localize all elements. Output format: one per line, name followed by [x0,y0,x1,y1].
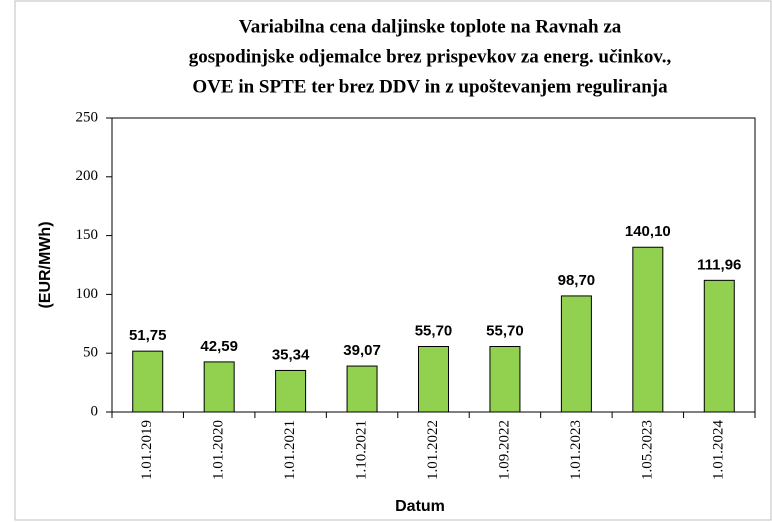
data-label: 55,70 [486,322,524,339]
chart-border [14,0,772,521]
bar [560,295,592,413]
bar [132,350,164,413]
y-tick-label: 150 [76,227,99,243]
bar [703,279,735,413]
chart-title: OVE in SPTE ter brez DDV in z upoštevanj… [192,76,668,97]
data-label: 39,07 [343,342,381,359]
chart-title: Variabilna cena daljinske toplote na Rav… [239,16,622,37]
x-tick-label: 1.01.2021 [282,420,298,480]
bar [203,361,235,413]
y-axis-label: (EUR/MWh) [37,221,54,308]
bar [418,345,449,413]
data-label: 35,34 [272,346,310,363]
bar [489,345,521,413]
x-tick-label: 1.01.2022 [425,420,441,480]
y-tick-label: 50 [83,345,98,361]
x-tick-label: 1.05.2023 [639,420,655,480]
x-tick-label: 1.01.2024 [711,420,727,481]
data-label: 111,96 [697,256,741,273]
x-tick-label: 1.01.2020 [211,420,227,480]
y-tick-label: 200 [76,168,99,184]
data-label: 42,59 [200,338,238,355]
y-tick-label: 250 [76,109,99,125]
data-label: 140,10 [625,223,671,240]
data-label: 51,75 [129,327,167,344]
x-tick-label: 1.10.2021 [353,420,369,480]
data-label: 55,70 [415,322,453,339]
x-tick-label: 1.09.2022 [496,420,512,480]
y-tick-label: 100 [76,286,99,302]
y-tick-label: 0 [91,403,99,419]
bar [632,246,664,413]
x-tick-label: 1.01.2019 [139,420,155,480]
x-axis-label: Datum [395,498,445,515]
bar [275,369,307,413]
chart-title: gospodinjske odjemalce brez prispevkov z… [189,46,672,67]
data-label: 98,70 [558,272,596,289]
bar [346,365,378,413]
x-tick-label: 1.01.2023 [568,420,584,480]
